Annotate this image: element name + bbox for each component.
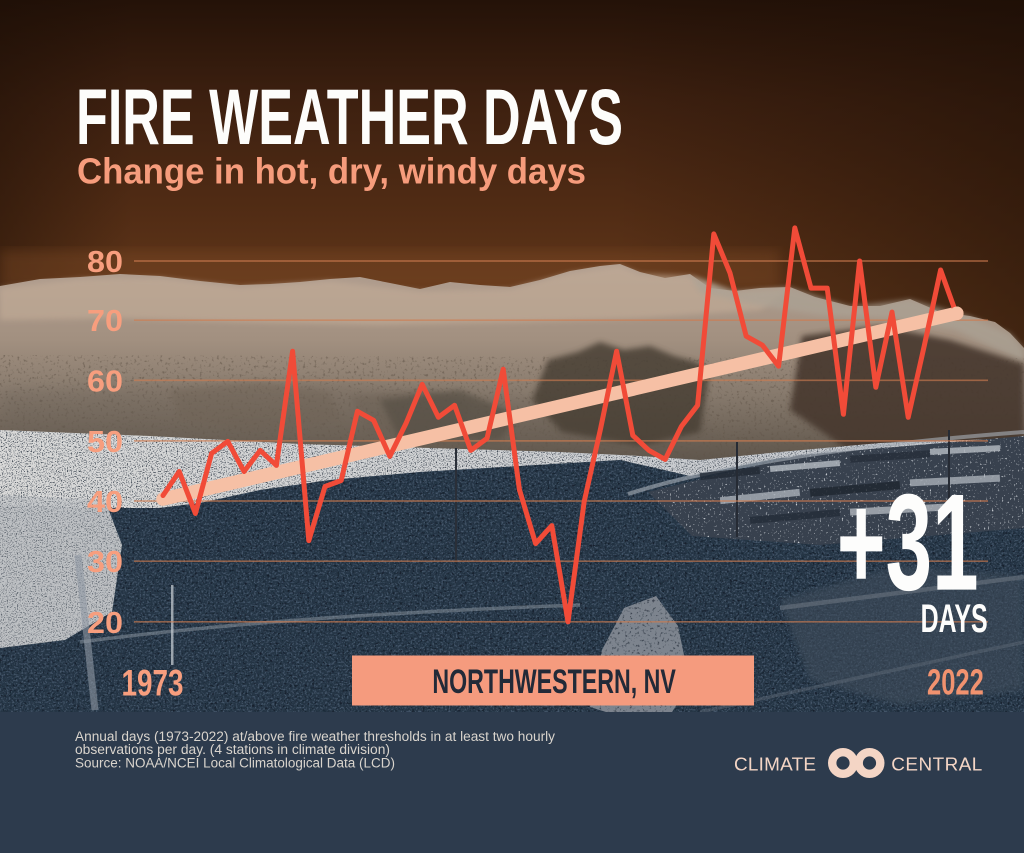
svg-text:70: 70 [87, 304, 123, 338]
svg-text:Source: NOAA/NCEI Local Climat: Source: NOAA/NCEI Local Climatological D… [75, 755, 395, 770]
svg-text:Change in hot, dry, windy days: Change in hot, dry, windy days [77, 151, 586, 192]
svg-text:observations per day. (4 stati: observations per day. (4 stations in cli… [75, 742, 390, 757]
svg-text:80: 80 [87, 245, 123, 279]
svg-text:Annual days (1973-2022) at/abo: Annual days (1973-2022) at/above fire we… [75, 729, 555, 744]
svg-text:30: 30 [87, 545, 123, 579]
svg-text:DAYS: DAYS [921, 597, 988, 641]
svg-text:40: 40 [87, 485, 123, 519]
svg-text:CLIMATE: CLIMATE [734, 755, 816, 776]
svg-text:60: 60 [87, 364, 123, 398]
svg-text:+31: +31 [837, 467, 979, 620]
svg-text:1973: 1973 [122, 663, 184, 704]
svg-text:2022: 2022 [927, 662, 984, 703]
svg-text:NORTHWESTERN, NV: NORTHWESTERN, NV [432, 663, 675, 701]
svg-text:20: 20 [87, 606, 123, 640]
svg-text:FIRE WEATHER DAYS: FIRE WEATHER DAYS [76, 72, 623, 161]
svg-text:50: 50 [87, 425, 123, 459]
svg-text:CENTRAL: CENTRAL [891, 755, 982, 776]
